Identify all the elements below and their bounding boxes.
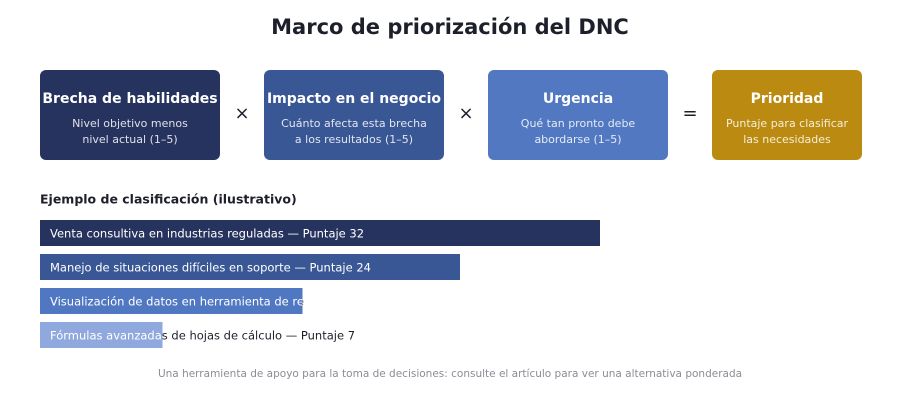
factor-box [488,70,668,160]
footer-note: Una herramienta de apoyo para la toma de… [158,368,742,380]
operator: × [458,103,473,124]
ranking-label: Fórmulas avanzadas de hojas de cálculo —… [50,329,355,343]
factor-description: nivel actual (1–5) [82,133,177,146]
factor-description: Cuánto afecta esta brecha [281,117,427,130]
ranking-title: Ejemplo de clasificación (ilustrativo) [40,192,297,207]
ranking-bar [40,220,600,246]
factor-box [40,70,220,160]
factor-description: las necesidades [743,133,831,146]
factor-description: Nivel objetivo menos [72,117,188,130]
ranking-bar [40,288,303,314]
ranking-bar [40,254,460,280]
operator: × [234,103,249,124]
ranking-label: Fórmulas avanzadas de hojas de cálculo —… [50,329,355,343]
factor-description: a los resultados (1–5) [295,133,413,146]
factor-box [712,70,862,160]
ranking-label: Venta consultiva en industrias reguladas… [50,227,364,241]
factor-description: Qué tan pronto debe [521,117,636,130]
factor-title: Prioridad [751,91,824,107]
ranking-label: Visualización de datos en herramienta de… [50,295,304,309]
ranking-label: Visualización de datos en herramienta de… [50,295,304,309]
factor-title: Urgencia [543,91,613,107]
page-title: Marco de priorización del DNC [271,15,629,39]
ranking-label: Manejo de situaciones difíciles en sopor… [50,261,371,275]
factor-title: Impacto en el negocio [267,91,441,107]
factor-description: Puntaje para clasificar [726,117,849,130]
factor-title: Brecha de habilidades [42,91,217,107]
factor-description: abordarse (1–5) [534,133,621,146]
operator: = [682,103,697,124]
factor-box [264,70,444,160]
ranking-bar [40,322,163,348]
